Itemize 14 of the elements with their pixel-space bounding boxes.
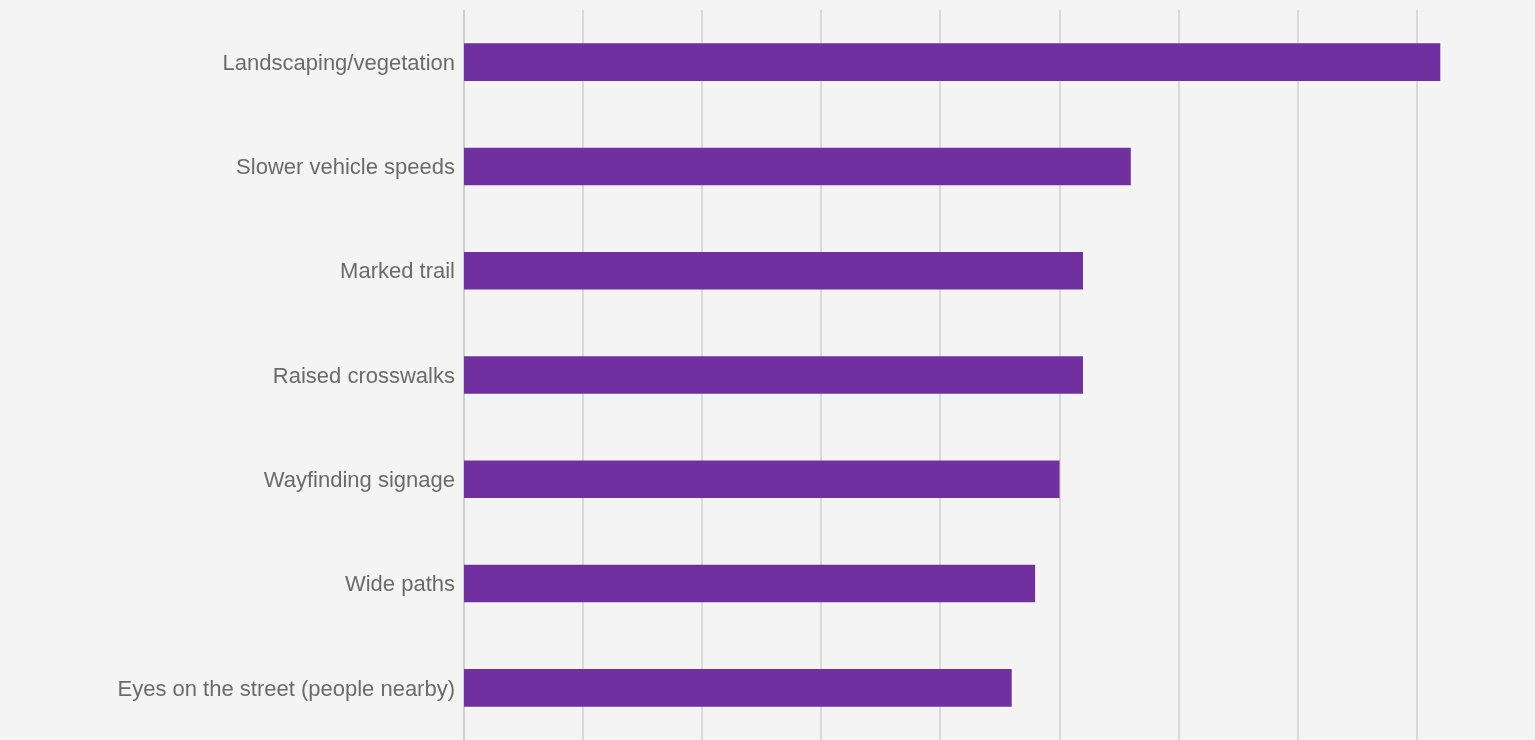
y-tick-label: Slower vehicle speeds — [236, 154, 455, 180]
bar — [464, 460, 1060, 499]
bar — [464, 356, 1083, 394]
bar — [464, 147, 1131, 186]
bar — [464, 669, 1012, 707]
y-tick-label: Wide paths — [344, 571, 455, 597]
bar — [464, 251, 1083, 290]
y-tick-label: Eyes on the street (people nearby) — [117, 675, 455, 701]
bar — [464, 43, 1441, 81]
y-tick-label: Marked trail — [340, 258, 455, 284]
y-tick-label: Wayfinding signage — [263, 466, 455, 492]
y-tick-label: Landscaping/vegetation — [222, 49, 455, 75]
y-tick-label: Raised crosswalks — [272, 362, 455, 388]
bar — [464, 564, 1036, 603]
